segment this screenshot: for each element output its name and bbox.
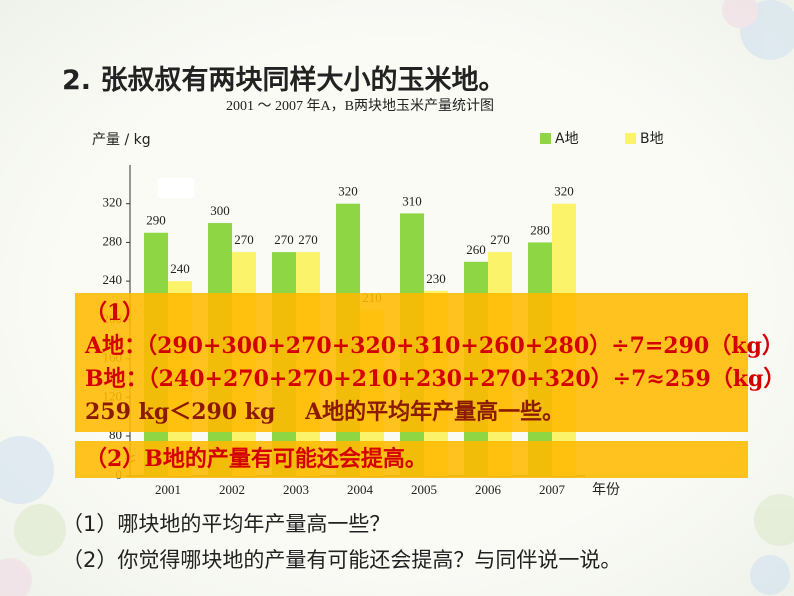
value-label: 320 xyxy=(554,184,574,199)
x-tick-label: 2003 xyxy=(283,482,309,497)
value-label: 260 xyxy=(466,242,486,257)
value-label: 270 xyxy=(274,232,294,247)
value-label: 310 xyxy=(402,193,422,208)
x-tick-label: 2006 xyxy=(475,482,502,497)
y-tick-label: 280 xyxy=(103,233,123,248)
value-label: 300 xyxy=(210,203,230,218)
heading: 2. 张叔叔有两块同样大小的玉米地。 xyxy=(62,65,506,96)
chart-title: 2001 ～ 2007 年A，B两块地玉米产量统计图 xyxy=(226,98,494,114)
answer-line: B地：（240+270+270+210+230+270+320）÷7≈259（k… xyxy=(85,366,786,392)
value-label: 320 xyxy=(338,184,358,199)
legend-swatch xyxy=(625,133,636,144)
legend-label: B地 xyxy=(640,131,664,147)
question: （2）你觉得哪块地的产量有可能还会提高？与同伴说一说。 xyxy=(62,548,622,572)
answer-box-1: （1） A地：（290+300+270+320+310+260+280）÷7=2… xyxy=(75,293,786,432)
x-tick-label: 2002 xyxy=(219,482,245,497)
answer-line: A地：（290+300+270+320+310+260+280）÷7=290（k… xyxy=(85,333,784,359)
y-tick-label: 320 xyxy=(103,195,123,210)
answer-line: （1） xyxy=(85,300,145,326)
x-tick-label: 2005 xyxy=(411,482,437,497)
x-axis-label: 年份 xyxy=(592,482,620,498)
x-tick-label: 2001 xyxy=(155,482,181,497)
x-tick-label: 2004 xyxy=(347,482,374,497)
question: （1）哪块地的平均年产量高一些？ xyxy=(62,512,391,536)
answer-line: （2）B地的产量有可能还会提高。 xyxy=(85,446,427,472)
answer-box-2: （2）B地的产量有可能还会提高。 xyxy=(75,441,748,478)
value-label: 230 xyxy=(426,271,446,286)
value-label: 240 xyxy=(170,261,190,276)
value-label: 270 xyxy=(298,232,318,247)
x-tick-label: 2007 xyxy=(539,482,566,497)
answer-line: 259 kg＜290 kg A地的平均年产量高一些。 xyxy=(85,399,565,425)
legend-label: A地 xyxy=(555,131,579,147)
y-axis-label: 产量 / kg xyxy=(92,132,151,148)
value-label: 290 xyxy=(146,213,166,228)
value-label: 280 xyxy=(530,222,550,237)
value-label: 270 xyxy=(234,232,254,247)
y-tick-label: 240 xyxy=(103,272,123,287)
blank-patch xyxy=(158,178,194,198)
legend-swatch xyxy=(540,133,551,144)
value-label: 270 xyxy=(490,232,510,247)
